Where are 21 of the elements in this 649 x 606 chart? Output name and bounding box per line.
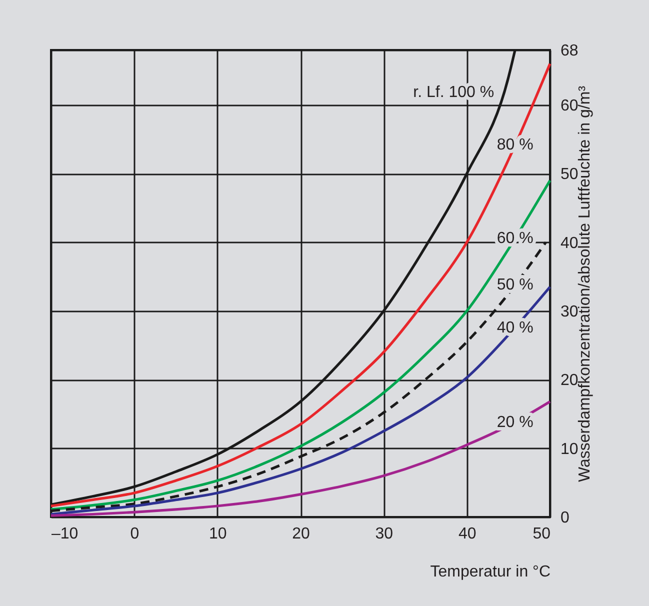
x-tick-label: 0 [130,526,140,542]
y-tick-label: 0 [560,510,570,526]
y-tick-label: 60 [560,97,578,114]
y-tick-label: 68 [560,42,578,60]
x-tick-label: 40 [458,526,476,542]
y-tick-label: 50 [560,166,578,184]
x-tick-label: 30 [375,526,394,542]
x-tick-label: 50 [532,526,551,542]
x-tick-label: 20 [292,526,310,542]
series-label: 50 % [496,276,534,294]
y-tick-label: 30 [560,303,578,320]
y-tick-label: 40 [560,234,578,252]
series-label: 40 % [496,319,534,336]
y-axis-title: Wasserdampfkonzentration/absolute Luftfeuchte in g/m³ [576,85,594,482]
y-tick-label: 20 [560,372,578,390]
x-tick-label: –10 [52,526,78,542]
series-label: 80 % [496,136,534,154]
x-axis-title: Temperatur in °C [430,564,550,580]
line-series [50,179,552,511]
x-tick-label: 10 [208,526,227,542]
y-tick-label: 10 [560,440,578,458]
